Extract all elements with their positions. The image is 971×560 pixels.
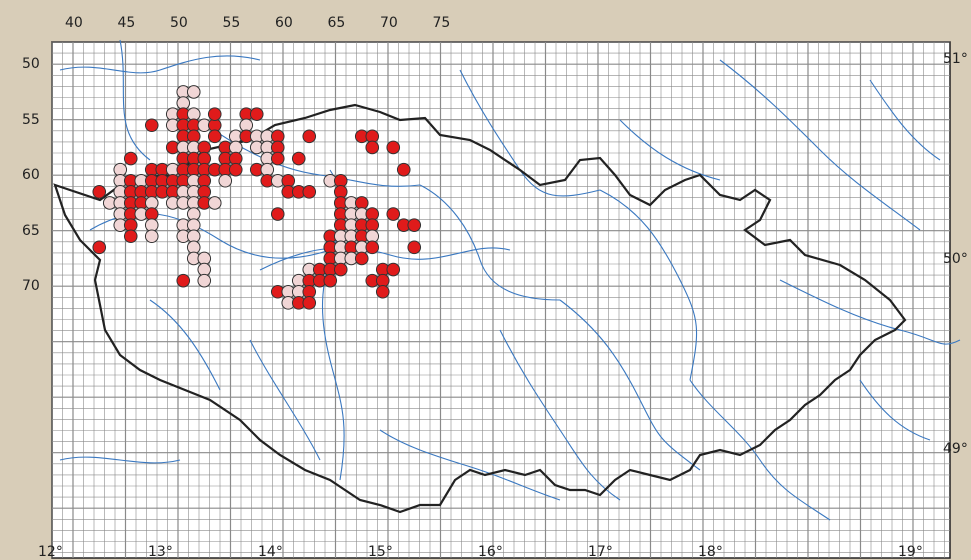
occurrence-dot-historic — [144, 229, 159, 244]
occurrence-dot-recent — [323, 273, 338, 288]
top-grid-label: 60 — [275, 15, 293, 31]
occurrence-dot-recent — [354, 251, 369, 266]
occurrence-dot-recent — [386, 207, 401, 221]
occurrence-dot-recent — [270, 207, 285, 221]
occurrence-dot-recent — [365, 240, 380, 255]
occurrence-dot-recent — [407, 218, 422, 232]
occurrence-dot-recent — [396, 162, 411, 177]
occurrence-dots — [92, 85, 422, 310]
occurrence-dot-recent — [176, 273, 191, 288]
top-grid-label: 45 — [117, 15, 136, 31]
top-grid-label: 55 — [222, 15, 241, 31]
longitude-label: 16° — [478, 544, 503, 560]
longitude-label: 17° — [588, 544, 613, 560]
longitude-label: 12° — [38, 544, 63, 560]
occurrence-dot-recent — [407, 240, 422, 255]
occurrence-dot-recent — [207, 129, 222, 144]
left-grid-label: 60 — [22, 167, 40, 184]
occurrence-dot-recent — [302, 129, 317, 144]
longitude-label: 19° — [898, 544, 923, 560]
occurrence-dot-recent — [386, 262, 401, 277]
left-grid-label: 50 — [22, 56, 40, 73]
occurrence-dot-recent — [207, 107, 222, 121]
top-grid-label: 40 — [65, 15, 83, 31]
grid-lines — [51, 41, 950, 558]
occurrence-dot-historic — [218, 173, 233, 188]
occurrence-dot-recent — [386, 140, 401, 155]
occurrence-dot-recent — [365, 140, 380, 155]
occurrence-dot-historic — [186, 85, 201, 99]
occurrence-dot-historic — [197, 273, 212, 288]
occurrence-dot-recent — [123, 151, 138, 166]
left-grid-label: 70 — [22, 278, 40, 295]
left-grid-label: 55 — [22, 111, 40, 128]
longitude-label: 18° — [698, 544, 723, 560]
occurrence-dot-recent — [144, 118, 159, 133]
top-grid-label: 75 — [432, 15, 451, 31]
country-border — [53, 103, 907, 514]
longitude-label: 15° — [368, 544, 393, 560]
occurrence-dot-recent — [302, 185, 317, 199]
top-grid-label: 65 — [327, 15, 346, 31]
occurrence-dot-recent — [333, 262, 348, 277]
top-grid-label: 50 — [170, 15, 188, 31]
occurrence-dot-recent — [302, 296, 317, 310]
occurrence-dot-recent — [228, 162, 243, 177]
occurrence-dot-recent — [123, 229, 138, 244]
occurrence-dot-recent — [92, 185, 107, 199]
left-grid-label: 65 — [22, 222, 40, 239]
occurrence-dot-recent — [92, 240, 107, 255]
occurrence-dot-recent — [375, 284, 390, 299]
occurrence-dot-recent — [270, 151, 285, 166]
rivers — [59, 39, 961, 521]
latitude-label: 51° — [943, 51, 968, 67]
latitude-label: 50° — [943, 251, 968, 267]
occurrence-dot-historic — [207, 196, 222, 210]
latitude-label: 49° — [943, 441, 968, 457]
occurrence-dot-recent — [249, 107, 264, 121]
longitude-label: 14° — [258, 544, 283, 560]
occurrence-dot-recent — [291, 151, 306, 166]
top-grid-label: 70 — [380, 15, 398, 31]
longitude-label: 13° — [148, 544, 173, 560]
